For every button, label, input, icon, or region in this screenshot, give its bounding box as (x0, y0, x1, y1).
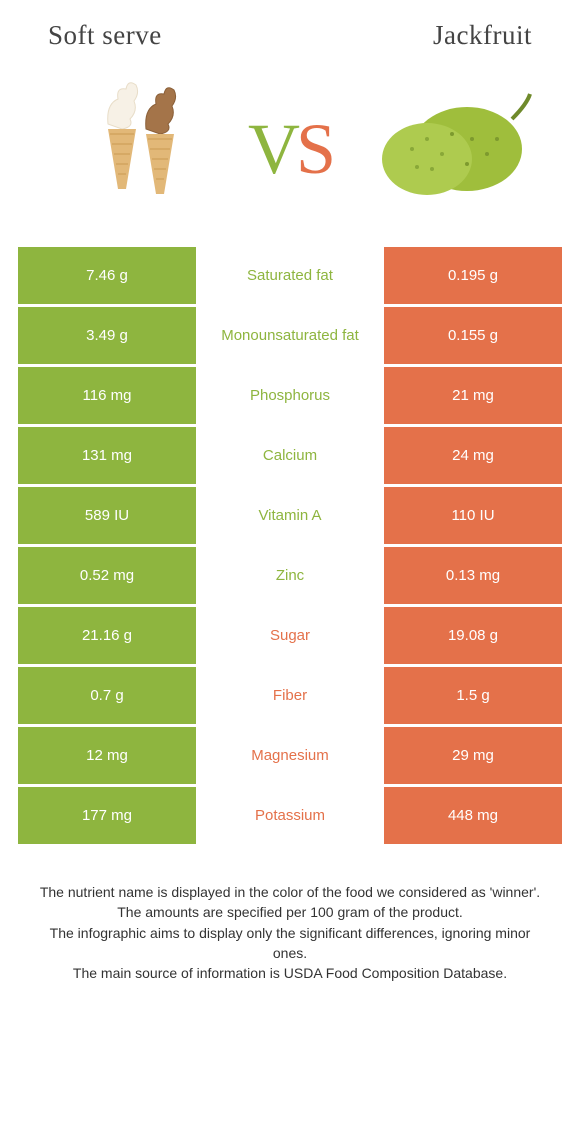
jackfruit-icon (372, 79, 532, 219)
table-row: 21.16 gSugar19.08 g (18, 607, 562, 664)
nutrient-table: 7.46 gSaturated fat0.195 g3.49 gMonounsa… (18, 247, 562, 844)
table-row: 131 mgCalcium24 mg (18, 427, 562, 484)
left-value: 0.52 mg (18, 547, 196, 604)
nutrient-label: Monounsaturated fat (196, 307, 384, 364)
footer-notes: The nutrient name is displayed in the co… (18, 844, 562, 983)
vs-label: VS (248, 108, 332, 191)
nutrient-label: Zinc (196, 547, 384, 604)
table-row: 12 mgMagnesium29 mg (18, 727, 562, 784)
right-value: 110 IU (384, 487, 562, 544)
right-value: 0.13 mg (384, 547, 562, 604)
table-row: 0.52 mgZinc0.13 mg (18, 547, 562, 604)
footer-line: The main source of information is USDA F… (38, 963, 542, 983)
nutrient-label: Magnesium (196, 727, 384, 784)
right-value: 29 mg (384, 727, 562, 784)
right-value: 21 mg (384, 367, 562, 424)
right-value: 24 mg (384, 427, 562, 484)
left-value: 589 IU (18, 487, 196, 544)
nutrient-label: Phosphorus (196, 367, 384, 424)
left-value: 21.16 g (18, 607, 196, 664)
table-row: 589 IUVitamin A110 IU (18, 487, 562, 544)
nutrient-label: Potassium (196, 787, 384, 844)
right-value: 448 mg (384, 787, 562, 844)
left-value: 0.7 g (18, 667, 196, 724)
vs-v: V (248, 109, 296, 189)
left-value: 116 mg (18, 367, 196, 424)
right-value: 19.08 g (384, 607, 562, 664)
nutrient-label: Saturated fat (196, 247, 384, 304)
table-row: 177 mgPotassium448 mg (18, 787, 562, 844)
table-row: 116 mgPhosphorus21 mg (18, 367, 562, 424)
table-row: 0.7 gFiber1.5 g (18, 667, 562, 724)
nutrient-label: Sugar (196, 607, 384, 664)
footer-line: The amounts are specified per 100 gram o… (38, 902, 542, 922)
title-left: Soft serve (48, 20, 162, 51)
nutrient-label: Vitamin A (196, 487, 384, 544)
footer-line: The nutrient name is displayed in the co… (38, 882, 542, 902)
left-value: 177 mg (18, 787, 196, 844)
right-value: 0.155 g (384, 307, 562, 364)
left-value: 12 mg (18, 727, 196, 784)
left-value: 131 mg (18, 427, 196, 484)
nutrient-label: Fiber (196, 667, 384, 724)
right-value: 0.195 g (384, 247, 562, 304)
footer-line: The infographic aims to display only the… (38, 923, 542, 964)
images-row: VS (18, 69, 562, 247)
table-row: 3.49 gMonounsaturated fat0.155 g (18, 307, 562, 364)
right-value: 1.5 g (384, 667, 562, 724)
soft-serve-icon (48, 79, 208, 219)
vs-s: S (296, 109, 332, 189)
title-right: Jackfruit (433, 20, 532, 51)
table-row: 7.46 gSaturated fat0.195 g (18, 247, 562, 304)
left-value: 3.49 g (18, 307, 196, 364)
titles-row: Soft serve Jackfruit (18, 20, 562, 69)
left-value: 7.46 g (18, 247, 196, 304)
nutrient-label: Calcium (196, 427, 384, 484)
